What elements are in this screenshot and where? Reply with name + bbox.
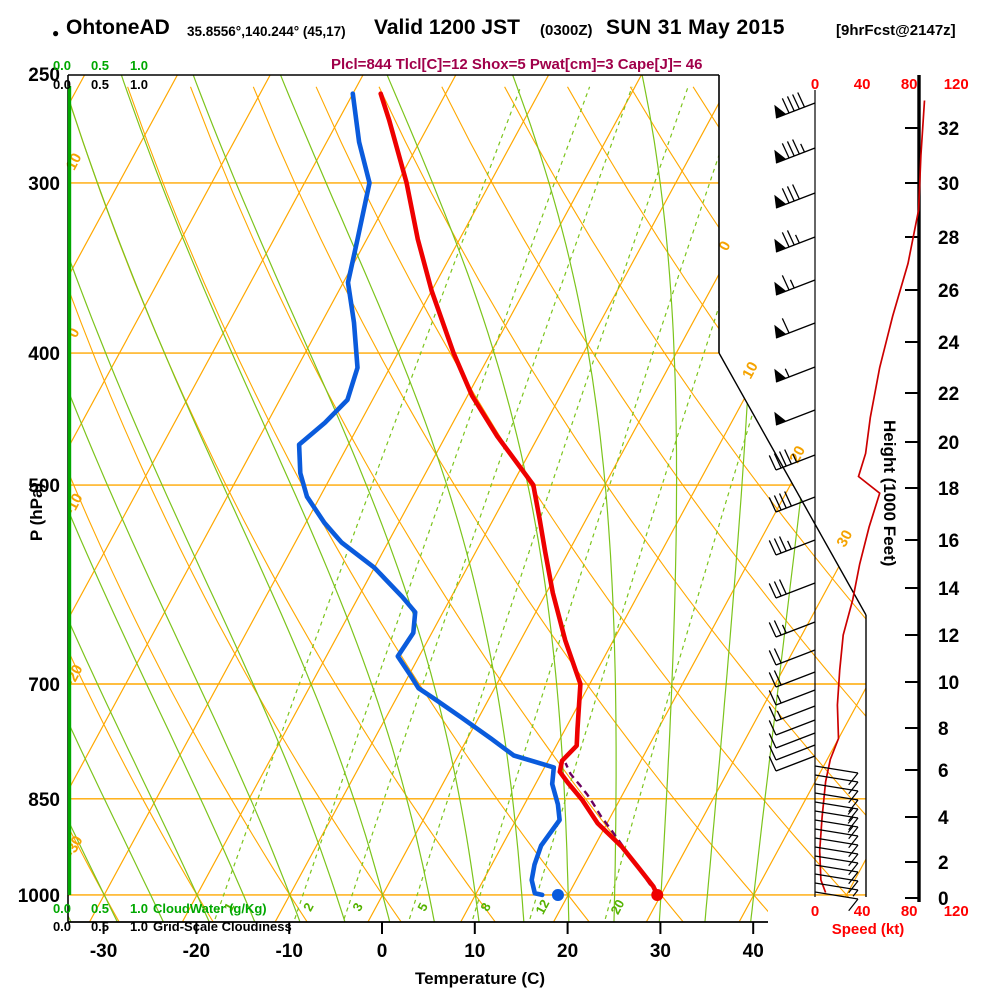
- svg-text:80: 80: [901, 76, 918, 93]
- svg-text:0.5: 0.5: [91, 77, 109, 92]
- svg-text:-10: -10: [61, 491, 86, 518]
- station-bullet-icon: ●: [52, 26, 60, 40]
- svg-text:0.5: 0.5: [91, 919, 109, 934]
- svg-text:16: 16: [938, 531, 959, 552]
- cloudwater-label: CloudWater (g/Kg): [153, 901, 267, 916]
- svg-text:400: 400: [28, 344, 60, 365]
- sounding-indices: Plcl=844 Tlcl[C]=12 Shox=5 Pwat[cm]=3 Ca…: [331, 56, 703, 73]
- svg-text:0.0: 0.0: [53, 77, 71, 92]
- svg-text:0: 0: [377, 941, 388, 962]
- forecast-info: [9hrFcst@2147z]: [836, 22, 956, 39]
- svg-text:40: 40: [743, 941, 764, 962]
- svg-text:24: 24: [938, 333, 960, 354]
- svg-text:Temperature (C): Temperature (C): [415, 969, 545, 988]
- svg-text:0.0: 0.0: [53, 919, 71, 934]
- svg-text:300: 300: [28, 174, 60, 195]
- svg-text:1.0: 1.0: [130, 919, 148, 934]
- svg-text:30: 30: [833, 527, 856, 550]
- svg-text:20: 20: [607, 897, 627, 917]
- surface-dewpoint-dot: [551, 888, 564, 901]
- sounding-curves: [296, 91, 664, 901]
- surface-temperature-dot: [651, 888, 664, 901]
- svg-text:850: 850: [28, 790, 60, 811]
- svg-text:10: 10: [739, 359, 762, 382]
- svg-text:1000: 1000: [18, 886, 60, 907]
- svg-text:0: 0: [811, 903, 819, 920]
- svg-text:30: 30: [650, 941, 671, 962]
- svg-text:1.0: 1.0: [130, 901, 148, 916]
- wind-speed-profile: [818, 100, 926, 893]
- svg-text:500: 500: [28, 476, 60, 497]
- svg-text:0: 0: [811, 76, 819, 93]
- svg-text:Height (1000 Feet): Height (1000 Feet): [880, 420, 899, 566]
- svg-text:3: 3: [349, 900, 366, 913]
- svg-text:1.0: 1.0: [130, 77, 148, 92]
- valid-time-utc: (0300Z): [540, 22, 593, 39]
- valid-date: SUN 31 May 2015: [606, 16, 785, 39]
- svg-text:2: 2: [300, 900, 317, 913]
- svg-text:14: 14: [938, 579, 960, 600]
- svg-text:0.0: 0.0: [53, 58, 71, 73]
- svg-text:10: 10: [938, 673, 959, 694]
- svg-text:120: 120: [944, 903, 969, 920]
- svg-text:30: 30: [938, 174, 959, 195]
- svg-text:40: 40: [854, 76, 871, 93]
- temperature-curve: [378, 91, 660, 898]
- svg-text:32: 32: [938, 119, 959, 140]
- svg-text:22: 22: [938, 384, 959, 405]
- pressure-axis: 250 300 400 500 700 850 1000 P (hPa): [18, 65, 60, 907]
- svg-text:-20: -20: [61, 662, 86, 689]
- svg-text:12: 12: [532, 897, 552, 917]
- svg-text:28: 28: [938, 228, 959, 249]
- svg-text:20: 20: [557, 941, 578, 962]
- moist-adiabats: [68, 75, 847, 922]
- svg-text:20: 20: [786, 443, 809, 466]
- svg-text:700: 700: [28, 675, 60, 696]
- station-coordinates: 35.8556°,140.244° (45,17): [187, 24, 346, 39]
- svg-text:120: 120: [944, 76, 969, 93]
- svg-text:-30: -30: [90, 941, 117, 962]
- station-name: OhtoneAD: [66, 16, 170, 39]
- svg-text:1.0: 1.0: [130, 58, 148, 73]
- svg-text:6: 6: [938, 761, 949, 782]
- svg-text:-20: -20: [183, 941, 210, 962]
- svg-text:10: 10: [63, 150, 86, 173]
- svg-text:8: 8: [938, 719, 949, 740]
- cloudiness-label: Grid-Scale Cloudiness: [153, 919, 292, 934]
- svg-text:5: 5: [414, 900, 431, 913]
- svg-text:0.5: 0.5: [91, 901, 109, 916]
- svg-text:-10: -10: [275, 941, 302, 962]
- svg-text:4: 4: [938, 808, 949, 829]
- svg-text:0: 0: [938, 889, 949, 910]
- speed-label: Speed (kt): [832, 921, 905, 938]
- wind-barbs: [768, 92, 859, 912]
- svg-text:80: 80: [901, 903, 918, 920]
- svg-text:P (hPa): P (hPa): [27, 483, 46, 541]
- cloudwater-scales: 0.0 0.5 1.0 0.0 0.5 1.0 0.0 0.5 1.0 0.0 0.5 1.0 Clou…: [53, 58, 292, 934]
- mixing-ratio-labels: 1 2 3 5 8 12 20: [221, 897, 628, 917]
- svg-text:0.5: 0.5: [91, 58, 109, 73]
- svg-text:250: 250: [28, 65, 60, 86]
- svg-text:2: 2: [938, 853, 949, 874]
- svg-text:40: 40: [854, 903, 871, 920]
- dewpoint-curve: [296, 91, 562, 898]
- valid-time: Valid 1200 JST: [374, 16, 520, 39]
- svg-text:8: 8: [477, 900, 494, 913]
- svg-text:20: 20: [938, 433, 959, 454]
- svg-text:18: 18: [938, 479, 959, 500]
- svg-text:12: 12: [938, 626, 959, 647]
- svg-text:0.0: 0.0: [53, 901, 71, 916]
- svg-text:26: 26: [938, 281, 959, 302]
- plot-borders: [67, 74, 867, 923]
- temperature-axis: -30 -20 -10 0 10 20 30 40 Temperature (C): [90, 922, 764, 988]
- svg-text:10: 10: [464, 941, 485, 962]
